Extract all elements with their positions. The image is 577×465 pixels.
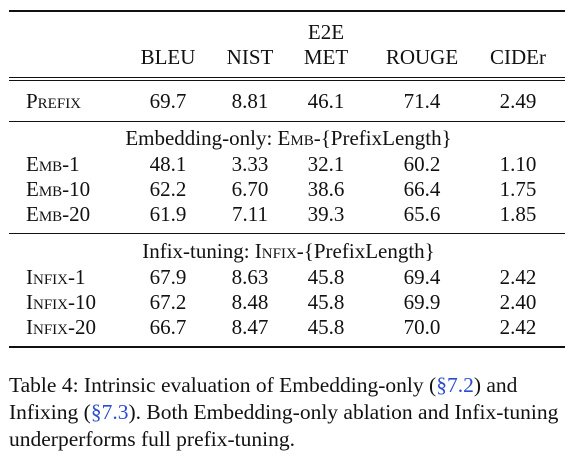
cell: 2.40 (499, 290, 537, 314)
col-header-met: MET (303, 45, 349, 69)
row-label-infix-1: Infix-1 (26, 265, 86, 289)
group-title-sc: Infix (254, 239, 297, 263)
cell: 32.1 (307, 152, 345, 176)
top-rule (9, 10, 565, 12)
cell: 2.42 (499, 315, 537, 339)
cell: 3.33 (231, 152, 269, 176)
bottom-rule (9, 346, 565, 348)
cell: 38.6 (307, 177, 345, 201)
group-title-text: Infix-tuning: (142, 239, 255, 263)
row-label-emb-1: Emb-1 (26, 152, 80, 176)
row-label-emb-10: Emb-10 (26, 177, 91, 201)
cell: 69.7 (149, 89, 187, 113)
cell: 61.9 (149, 202, 187, 226)
cell: 66.7 (149, 315, 187, 339)
cell: 69.9 (403, 290, 441, 314)
cell: 8.48 (231, 290, 269, 314)
cell: 45.8 (307, 315, 345, 339)
cell: 45.8 (307, 265, 345, 289)
caption-text: ). Both Embedding-only ablation and Infi… (9, 400, 559, 451)
header-rule-1 (9, 77, 565, 78)
cell: 2.42 (499, 265, 537, 289)
cell: 71.4 (403, 89, 441, 113)
row-label-infix-10: Infix-10 (26, 290, 96, 314)
section-link-7-2[interactable]: §7.2 (436, 373, 474, 397)
col-header-rouge: ROUGE (385, 45, 459, 69)
cell: 8.81 (231, 89, 269, 113)
group-title-suffix: -{PrefixLength} (313, 126, 452, 150)
cell: 60.2 (403, 152, 441, 176)
row-label-infix-20: Infix-20 (26, 315, 96, 339)
cell: 1.85 (499, 202, 537, 226)
col-header-cider: CIDEr (490, 45, 546, 69)
section-link-7-3[interactable]: §7.3 (90, 400, 129, 424)
cell: 62.2 (149, 177, 187, 201)
cell: 8.63 (231, 265, 269, 289)
cell: 1.75 (499, 177, 537, 201)
cell: 6.70 (231, 177, 269, 201)
cell: 48.1 (149, 152, 187, 176)
group-title-sc: Emb (277, 126, 314, 150)
cell: 45.8 (307, 290, 345, 314)
cell: 65.6 (403, 202, 441, 226)
group-title-infix: Infix-tuning: Infix-{PrefixLength} (0, 239, 577, 263)
cell: 2.49 (499, 89, 537, 113)
caption-text: Table 4: Intrinsic evaluation of Embeddi… (9, 373, 437, 397)
header-rule-2 (9, 80, 565, 81)
cell: 69.4 (403, 265, 441, 289)
row-label-emb-20: Emb-20 (26, 202, 91, 226)
row-label-prefix: Prefix (26, 89, 82, 113)
col-header-bleu: BLEU (140, 45, 196, 69)
cell: 8.47 (231, 315, 269, 339)
cell: 67.9 (149, 265, 187, 289)
section-rule-emb (9, 121, 565, 122)
section-rule-infix (9, 233, 565, 234)
group-title-suffix: -{PrefixLength} (296, 239, 435, 263)
col-header-nist: NIST (226, 45, 274, 69)
cell: 1.10 (499, 152, 537, 176)
table-caption: Table 4: Intrinsic evaluation of Embeddi… (9, 372, 569, 453)
cell: 39.3 (307, 202, 345, 226)
cell: 70.0 (403, 315, 441, 339)
cell: 7.11 (232, 202, 268, 226)
group-title-text: Embedding-only: (125, 126, 278, 150)
cell: 66.4 (403, 177, 441, 201)
cell: 67.2 (149, 290, 187, 314)
cell: 46.1 (307, 89, 345, 113)
caption-text: ) and Infixing ( (9, 373, 518, 424)
group-title-embedding: Embedding-only: Emb-{PrefixLength} (0, 126, 577, 150)
e2e-group-header: E2E (307, 20, 345, 44)
